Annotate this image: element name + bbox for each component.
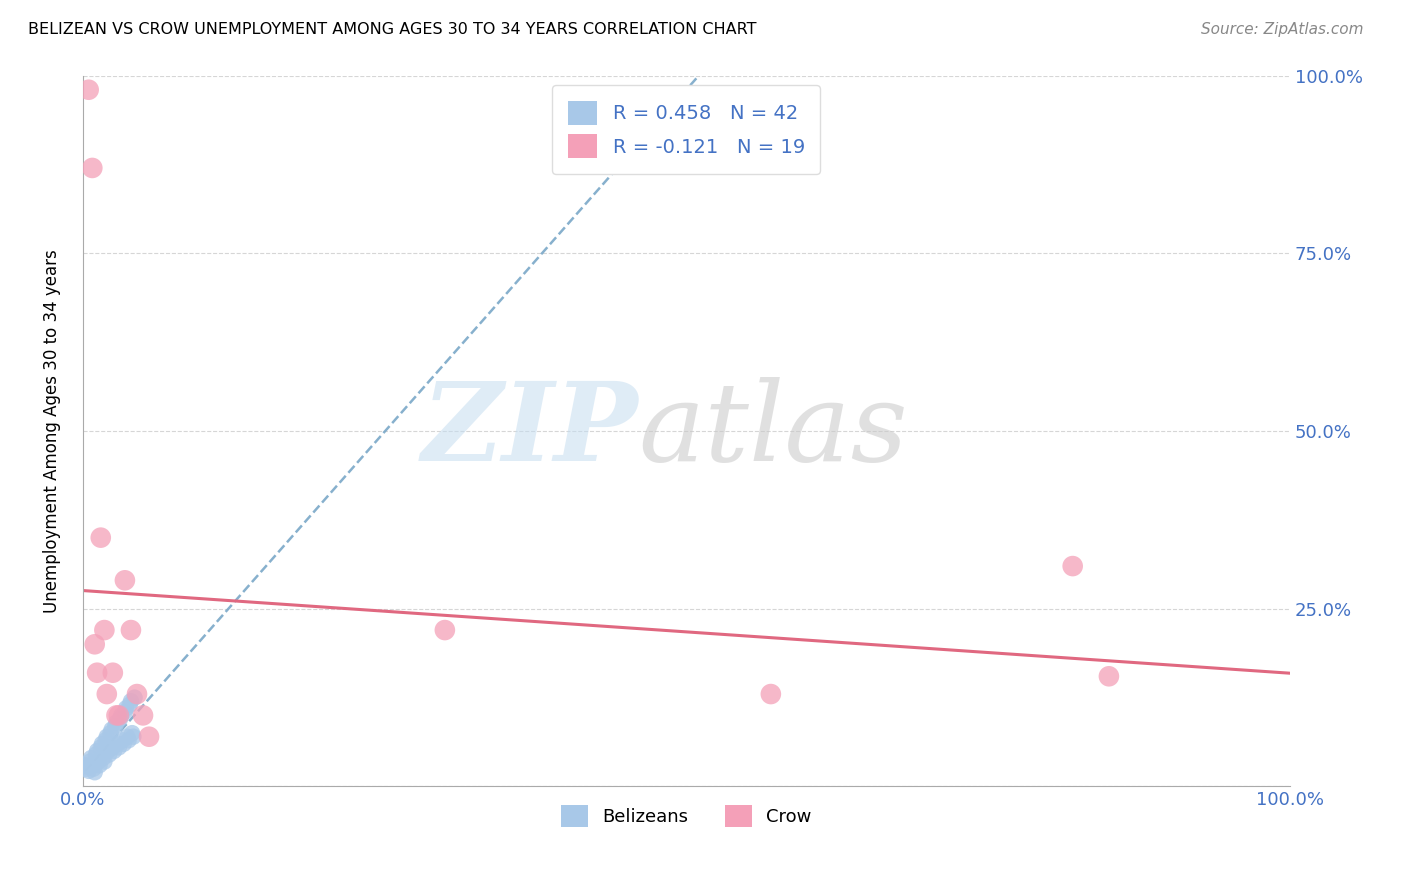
Point	[105, 715, 128, 730]
Point	[101, 665, 124, 680]
Point	[96, 687, 118, 701]
Point	[118, 698, 141, 712]
Point	[77, 83, 100, 97]
Point	[91, 751, 114, 765]
Point	[110, 708, 132, 723]
Point	[120, 694, 142, 708]
Point	[105, 708, 128, 723]
Point	[117, 730, 139, 744]
Point	[125, 687, 148, 701]
Point	[90, 531, 112, 545]
Point	[115, 701, 138, 715]
Point	[82, 758, 104, 772]
Point	[114, 705, 136, 719]
Point	[73, 758, 96, 772]
Point	[77, 764, 100, 778]
Point	[122, 730, 145, 744]
Point	[82, 161, 104, 175]
Point	[138, 730, 160, 744]
Point	[86, 744, 108, 758]
Point	[84, 747, 107, 762]
Point	[100, 723, 122, 737]
Point	[1098, 669, 1121, 683]
Legend: Belizeans, Crow: Belizeans, Crow	[554, 797, 818, 834]
Point	[111, 733, 134, 747]
Point	[79, 755, 101, 769]
Point	[107, 737, 129, 751]
Point	[96, 730, 118, 744]
Point	[101, 740, 124, 755]
Point	[93, 755, 115, 769]
Point	[759, 687, 782, 701]
Point	[83, 762, 105, 776]
Point	[108, 740, 131, 755]
Point	[1062, 559, 1084, 574]
Point	[104, 719, 127, 733]
Point	[100, 726, 122, 740]
Point	[108, 708, 131, 723]
Point	[108, 712, 131, 726]
Point	[87, 755, 110, 769]
Point	[433, 623, 456, 637]
Point	[83, 765, 105, 780]
Point	[98, 747, 121, 762]
Point	[114, 574, 136, 588]
Point	[80, 751, 103, 765]
Point	[120, 623, 142, 637]
Point	[124, 690, 146, 705]
Point	[103, 744, 125, 758]
Point	[89, 758, 111, 772]
Point	[75, 762, 97, 776]
Point	[117, 733, 139, 747]
Y-axis label: Unemployment Among Ages 30 to 34 years: Unemployment Among Ages 30 to 34 years	[44, 249, 60, 613]
Text: BELIZEAN VS CROW UNEMPLOYMENT AMONG AGES 30 TO 34 YEARS CORRELATION CHART: BELIZEAN VS CROW UNEMPLOYMENT AMONG AGES…	[28, 22, 756, 37]
Point	[94, 733, 117, 747]
Point	[91, 737, 114, 751]
Point	[90, 740, 112, 755]
Point	[76, 759, 98, 773]
Point	[86, 665, 108, 680]
Point	[83, 637, 105, 651]
Text: atlas: atlas	[638, 377, 908, 484]
Point	[132, 708, 155, 723]
Point	[121, 726, 143, 740]
Point	[97, 744, 120, 758]
Text: Source: ZipAtlas.com: Source: ZipAtlas.com	[1201, 22, 1364, 37]
Point	[93, 623, 115, 637]
Point	[112, 737, 135, 751]
Text: ZIP: ZIP	[422, 377, 638, 484]
